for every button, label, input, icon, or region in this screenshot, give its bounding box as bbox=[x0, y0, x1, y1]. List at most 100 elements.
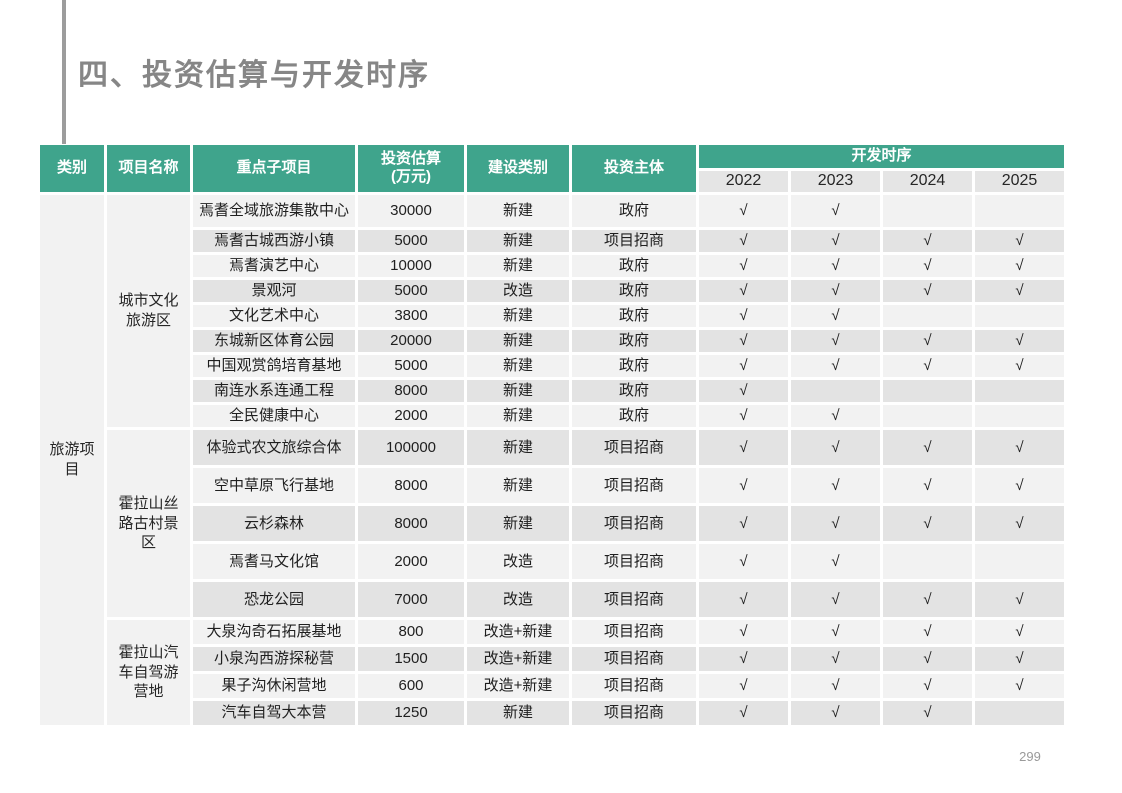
page-number: 299 bbox=[1019, 749, 1041, 764]
investor-cell: 政府 bbox=[572, 404, 696, 427]
year-check-cell: √ bbox=[791, 404, 880, 427]
investment-cell: 800 bbox=[358, 619, 464, 644]
year-check-cell: √ bbox=[699, 254, 788, 277]
year-check-cell: √ bbox=[699, 329, 788, 352]
investment-cell: 5000 bbox=[358, 229, 464, 252]
year-check-cell: √ bbox=[699, 543, 788, 579]
table-row: 焉耆演艺中心 10000 新建 政府 √ √ √ √ bbox=[40, 254, 1064, 277]
year-check-cell: √ bbox=[699, 581, 788, 617]
year-check-cell bbox=[975, 194, 1064, 227]
investor-cell: 项目招商 bbox=[572, 505, 696, 541]
col-header-category: 类别 bbox=[40, 145, 104, 192]
year-check-cell: √ bbox=[883, 673, 972, 698]
year-check-cell: √ bbox=[699, 354, 788, 377]
subproject-cell: 空中草原飞行基地 bbox=[193, 467, 355, 503]
year-check-cell: √ bbox=[975, 673, 1064, 698]
year-check-cell bbox=[975, 543, 1064, 579]
page-title: 四、投资估算与开发时序 bbox=[78, 59, 430, 92]
year-check-cell: √ bbox=[791, 619, 880, 644]
year-check-cell: √ bbox=[975, 279, 1064, 302]
year-check-cell: √ bbox=[791, 279, 880, 302]
year-check-cell: √ bbox=[975, 467, 1064, 503]
year-check-cell: √ bbox=[791, 543, 880, 579]
year-check-cell: √ bbox=[883, 467, 972, 503]
subproject-cell: 果子沟休闲营地 bbox=[193, 673, 355, 698]
construction-type-cell: 新建 bbox=[467, 194, 569, 227]
investment-cell: 30000 bbox=[358, 194, 464, 227]
project-name-cell: 霍拉山汽车自驾游营地 bbox=[107, 619, 190, 725]
subproject-cell: 小泉沟西游探秘营 bbox=[193, 646, 355, 671]
year-check-cell: √ bbox=[791, 581, 880, 617]
year-check-cell bbox=[883, 379, 972, 402]
table-row: 恐龙公园 7000 改造 项目招商 √ √ √ √ bbox=[40, 581, 1064, 617]
year-check-cell: √ bbox=[699, 467, 788, 503]
year-check-cell bbox=[975, 700, 1064, 725]
investment-cell: 20000 bbox=[358, 329, 464, 352]
col-header-investment-line2: (万元) bbox=[391, 168, 431, 186]
year-check-cell: √ bbox=[699, 619, 788, 644]
year-check-cell: √ bbox=[699, 279, 788, 302]
year-check-cell: √ bbox=[791, 429, 880, 465]
subproject-cell: 汽车自驾大本营 bbox=[193, 700, 355, 725]
investor-cell: 项目招商 bbox=[572, 543, 696, 579]
subproject-cell: 云杉森林 bbox=[193, 505, 355, 541]
investment-cell: 8000 bbox=[358, 467, 464, 503]
year-check-cell: √ bbox=[975, 429, 1064, 465]
year-check-cell: √ bbox=[883, 700, 972, 725]
subproject-cell: 体验式农文旅综合体 bbox=[193, 429, 355, 465]
year-check-cell: √ bbox=[883, 646, 972, 671]
year-check-cell bbox=[975, 304, 1064, 327]
year-check-cell: √ bbox=[791, 354, 880, 377]
year-check-cell: √ bbox=[699, 429, 788, 465]
table-row: 焉耆马文化馆 2000 改造 项目招商 √ √ bbox=[40, 543, 1064, 579]
col-header-project: 项目名称 bbox=[107, 145, 190, 192]
year-check-cell: √ bbox=[791, 505, 880, 541]
table-row: 霍拉山汽车自驾游营地 大泉沟奇石拓展基地 800 改造+新建 项目招商 √ √ √ √ bbox=[40, 619, 1064, 725]
table-row: 东城新区体育公园 20000 新建 政府 √ √ √ √ bbox=[40, 329, 1064, 352]
construction-type-cell: 新建 bbox=[467, 304, 569, 327]
year-check-cell: √ bbox=[975, 254, 1064, 277]
construction-type-cell: 新建 bbox=[467, 700, 569, 725]
col-header-investor: 投资主体 bbox=[572, 145, 696, 192]
investor-cell: 项目招商 bbox=[572, 581, 696, 617]
table-row: 南连水系连通工程 8000 新建 政府 √ bbox=[40, 379, 1064, 402]
year-check-cell: √ bbox=[699, 229, 788, 252]
investor-cell: 项目招商 bbox=[572, 700, 696, 725]
subproject-cell: 南连水系连通工程 bbox=[193, 379, 355, 402]
table-row: 小泉沟西游探秘营 1500 改造+新建 项目招商 √ √ √ √ bbox=[40, 646, 1064, 671]
col-header-type: 建设类别 bbox=[467, 145, 569, 192]
investor-cell: 政府 bbox=[572, 279, 696, 302]
subproject-cell: 中国观赏鸽培育基地 bbox=[193, 354, 355, 377]
table-row: 汽车自驾大本营 1250 新建 项目招商 √ √ √ bbox=[40, 700, 1064, 725]
investment-cell: 8000 bbox=[358, 379, 464, 402]
year-header-row: 2022 2023 2024 2025 bbox=[40, 170, 1064, 192]
subproject-cell: 东城新区体育公园 bbox=[193, 329, 355, 352]
year-check-cell: √ bbox=[883, 354, 972, 377]
year-check-cell: √ bbox=[883, 505, 972, 541]
col-header-investment-line1: 投资估算 bbox=[380, 149, 441, 167]
construction-type-cell: 新建 bbox=[467, 505, 569, 541]
construction-type-cell: 新建 bbox=[467, 379, 569, 402]
year-check-cell: √ bbox=[791, 673, 880, 698]
year-check-cell: √ bbox=[975, 646, 1064, 671]
header-row: 类别 项目名称 重点子项目 投资估算 (万元) 建设类别 投资主体 开发时序 bbox=[40, 145, 1064, 192]
investment-cell: 1500 bbox=[358, 646, 464, 671]
table-row: 文化艺术中心 3800 新建 政府 √ √ bbox=[40, 304, 1064, 327]
construction-type-cell: 改造 bbox=[467, 543, 569, 579]
project-name-cell: 霍拉山丝路古村景区 bbox=[107, 429, 190, 617]
year-check-cell: √ bbox=[975, 354, 1064, 377]
subproject-cell: 焉耆马文化馆 bbox=[193, 543, 355, 579]
category-cell: 旅游项目 bbox=[40, 194, 104, 725]
table-row: 焉耆古城西游小镇 5000 新建 项目招商 √ √ √ √ bbox=[40, 229, 1064, 252]
year-check-cell: √ bbox=[883, 581, 972, 617]
investor-cell: 政府 bbox=[572, 304, 696, 327]
construction-type-cell: 新建 bbox=[467, 229, 569, 252]
year-check-cell: √ bbox=[791, 700, 880, 725]
year-check-cell: √ bbox=[699, 404, 788, 427]
year-check-cell bbox=[791, 379, 880, 402]
construction-type-cell: 新建 bbox=[467, 429, 569, 465]
investor-cell: 政府 bbox=[572, 379, 696, 402]
year-check-cell bbox=[883, 543, 972, 579]
year-header-2022: 2022 bbox=[699, 170, 788, 192]
investment-cell: 2000 bbox=[358, 543, 464, 579]
